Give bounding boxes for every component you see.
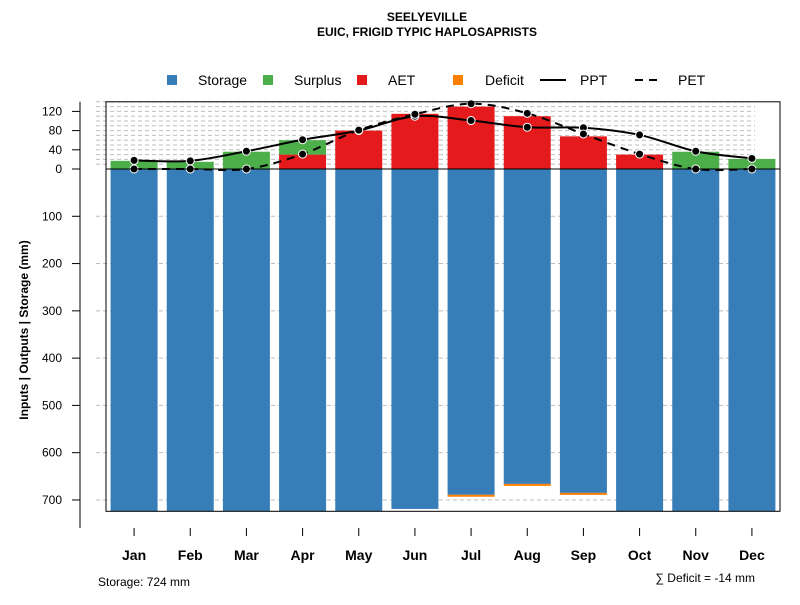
plot-frame (105, 101, 781, 512)
surplus-bar (728, 158, 776, 169)
legend-label: Surplus (294, 72, 341, 88)
deficit-bar (503, 483, 551, 486)
y-tick-label: 100 (42, 209, 62, 223)
pet-point (578, 129, 588, 139)
legend-swatch (263, 75, 273, 85)
surplus-bar (672, 151, 720, 169)
bar-layer (110, 106, 776, 512)
deficit-bar (447, 494, 495, 497)
storage-bar (279, 169, 327, 512)
ppt-point (129, 155, 139, 165)
storage-bar (559, 169, 607, 493)
storage-bar (110, 169, 158, 512)
legend-label: PPT (580, 72, 608, 88)
storage-note: Storage: 724 mm (98, 575, 190, 589)
pet-point (635, 149, 645, 159)
x-tick-label: Apr (291, 547, 316, 563)
x-tick-label: Nov (683, 547, 710, 563)
aet-bar (559, 136, 607, 169)
ppt-line (134, 114, 753, 163)
x-tick-label: Jan (122, 547, 146, 563)
y-axis-label: Inputs | Outputs | Storage (mm) (17, 240, 31, 419)
ppt-point (466, 116, 476, 126)
surplus-bar (222, 151, 270, 169)
pet-point (298, 149, 308, 159)
aet-bar (391, 113, 439, 169)
pet-point (410, 109, 420, 119)
x-tick-label: May (345, 547, 372, 563)
storage-bar (503, 169, 551, 484)
y-tick-label: 120 (42, 104, 62, 118)
x-tick-label: Mar (234, 547, 259, 563)
y-tick-label: 40 (49, 143, 63, 157)
y-tick-label: 300 (42, 304, 62, 318)
legend-swatch (167, 75, 177, 85)
ppt-point (241, 146, 251, 156)
y-tick-label: 80 (49, 124, 63, 138)
storage-bar (728, 169, 776, 512)
pet-point (466, 99, 476, 109)
legend-swatch (453, 75, 463, 85)
legend-label: Deficit (485, 72, 524, 88)
y-tick-label: 600 (42, 446, 62, 460)
pet-point (354, 125, 364, 135)
legend-swatch (357, 75, 367, 85)
ppt-point (747, 153, 757, 163)
x-tick-label: Aug (514, 547, 541, 563)
storage-bar (672, 169, 720, 512)
ppt-point (185, 156, 195, 166)
aet-bar (447, 106, 495, 169)
x-tick-label: Jul (461, 547, 481, 563)
storage-bar (166, 169, 214, 512)
storage-bar (391, 169, 439, 509)
legend-label: PET (678, 72, 706, 88)
surplus-bar (279, 140, 327, 155)
ppt-point (691, 146, 701, 156)
x-tick-label: Dec (739, 547, 765, 563)
x-tick-label: Feb (178, 547, 203, 563)
legend: Storage Surplus AET Deficit PPT PET (167, 72, 706, 88)
y-tick-label: 500 (42, 398, 62, 412)
y-tick-label: 400 (42, 351, 62, 365)
chart-title: SEELYEVILLE (387, 10, 467, 24)
ppt-point (635, 130, 645, 140)
deficit-note: ∑ Deficit = -14 mm (655, 571, 755, 585)
y-tick-label: 200 (42, 257, 62, 271)
x-tick-label: Jun (402, 547, 427, 563)
storage-bar (447, 169, 495, 495)
x-tick-label: Oct (628, 547, 652, 563)
y-tick-label: 700 (42, 493, 62, 507)
storage-bar (616, 169, 664, 512)
pet-point (522, 108, 532, 118)
axis-layer: 0 40 80 120 100 200 300 400 500 600 700 Jan Feb Mar Ap… (42, 101, 781, 563)
y-tick-label: 0 (55, 162, 62, 176)
storage-bar (222, 169, 270, 512)
legend-label: AET (388, 72, 416, 88)
deficit-bar (559, 492, 607, 495)
chart-subtitle: EUIC, FRIGID TYPIC HAPLOSAPRISTS (317, 25, 537, 39)
ppt-point (298, 135, 308, 145)
storage-bar (335, 169, 383, 512)
ppt-point (522, 122, 532, 132)
x-tick-label: Sep (571, 547, 597, 563)
legend-label: Storage (198, 72, 247, 88)
